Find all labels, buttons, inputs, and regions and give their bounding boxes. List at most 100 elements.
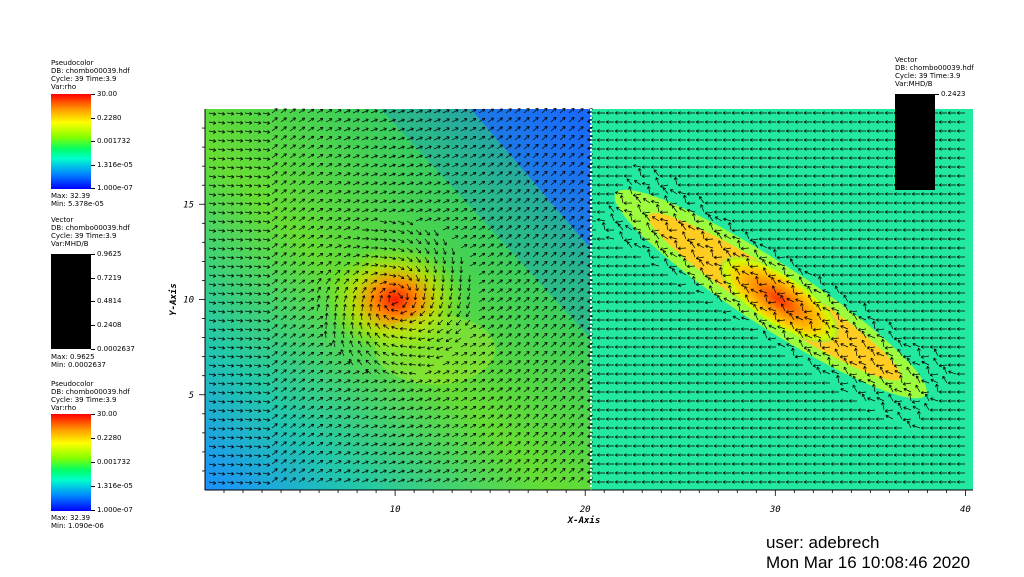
vector-arrow bbox=[884, 237, 893, 241]
vector-arrow bbox=[343, 145, 351, 150]
vector-arrow bbox=[686, 238, 696, 242]
vector-arrow bbox=[745, 231, 750, 240]
vector-arrow bbox=[343, 244, 351, 249]
vector-arrow bbox=[307, 162, 315, 168]
vector-arrow bbox=[938, 120, 947, 124]
vector-arrow bbox=[785, 183, 794, 187]
vector-arrow bbox=[668, 235, 678, 240]
vector-arrow bbox=[469, 136, 477, 141]
vector-arrow bbox=[523, 153, 530, 159]
vector-arrow bbox=[316, 226, 324, 231]
vector-arrow bbox=[523, 234, 530, 240]
vector-arrow bbox=[866, 219, 875, 223]
vector-arrow bbox=[298, 216, 306, 222]
vector-arrow bbox=[695, 129, 704, 133]
vector-arrow bbox=[307, 252, 315, 258]
vector-arrow bbox=[812, 156, 821, 160]
vector-arrow bbox=[334, 136, 342, 141]
vector-arrow bbox=[596, 111, 605, 115]
vector-arrow bbox=[433, 190, 441, 195]
vector-arrow bbox=[704, 147, 713, 151]
vector-arrow bbox=[956, 246, 965, 250]
vector-arrow bbox=[596, 183, 605, 187]
vector-arrow bbox=[307, 261, 315, 267]
vector-arrow bbox=[754, 249, 759, 258]
vector-arrow bbox=[690, 241, 696, 249]
vector-arrow bbox=[478, 243, 486, 249]
vector-arrow bbox=[596, 120, 605, 124]
vector-arrow bbox=[235, 246, 244, 251]
vector-arrow bbox=[298, 117, 306, 123]
vector-arrow bbox=[839, 120, 848, 124]
colorbar-tick: 0.001732 bbox=[91, 458, 130, 466]
vector-arrow bbox=[460, 154, 468, 159]
vector-arrow bbox=[208, 202, 217, 206]
vector-arrow bbox=[732, 252, 741, 258]
vector-arrow bbox=[812, 183, 821, 187]
vector-arrow bbox=[659, 129, 668, 133]
vector-arrow bbox=[370, 163, 378, 168]
vector-arrow bbox=[947, 219, 956, 223]
vector-arrow bbox=[857, 246, 866, 250]
vector-arrow bbox=[478, 117, 486, 123]
vector-arrow bbox=[370, 127, 378, 132]
vector-arrow bbox=[866, 183, 875, 187]
vector-arrow bbox=[623, 264, 632, 268]
vector-arrow bbox=[920, 228, 929, 232]
vector-arrow bbox=[614, 129, 623, 133]
vector-arrow bbox=[433, 247, 438, 255]
vector-arrow bbox=[343, 208, 351, 213]
vector-arrow bbox=[911, 228, 920, 232]
vector-arrow bbox=[415, 199, 423, 204]
vector-arrow bbox=[397, 154, 405, 159]
vector-arrow bbox=[496, 171, 503, 177]
vector-arrow bbox=[325, 190, 333, 195]
vector-arrow bbox=[875, 174, 884, 178]
vector-arrow bbox=[848, 165, 857, 169]
vector-arrow bbox=[601, 221, 606, 231]
vector-arrow bbox=[217, 265, 226, 269]
vector-arrow bbox=[866, 174, 875, 178]
vector-arrow bbox=[459, 265, 464, 274]
vector-arrow bbox=[758, 174, 767, 178]
vector-arrow bbox=[698, 196, 705, 204]
vector-arrow bbox=[271, 216, 278, 222]
vector-arrow bbox=[911, 237, 920, 241]
vector-arrow bbox=[532, 234, 539, 240]
vector-arrow bbox=[633, 243, 642, 249]
vector-arrow bbox=[713, 192, 722, 196]
vector-arrow bbox=[550, 107, 557, 114]
vector-arrow bbox=[532, 171, 539, 177]
vector-arrow bbox=[794, 174, 803, 178]
vector-arrow bbox=[343, 127, 351, 132]
vector-arrow bbox=[253, 121, 262, 125]
vector-arrow bbox=[415, 238, 422, 245]
vector-arrow bbox=[614, 183, 623, 187]
vector-arrow bbox=[370, 208, 378, 213]
vector-arrow bbox=[839, 246, 848, 250]
vector-arrow bbox=[731, 174, 740, 178]
vector-arrow bbox=[596, 210, 605, 214]
vector-arrow bbox=[208, 220, 217, 224]
vector-arrow bbox=[848, 192, 857, 196]
vector-arrow bbox=[610, 213, 615, 222]
vector-arrow bbox=[568, 144, 575, 150]
vector-arrow bbox=[487, 180, 495, 186]
vector-arrow bbox=[271, 252, 278, 258]
vector-arrow bbox=[415, 163, 423, 168]
vector-arrow bbox=[623, 138, 632, 142]
vector-arrow bbox=[226, 264, 235, 269]
vector-arrow bbox=[614, 111, 623, 115]
vector-arrow bbox=[226, 228, 235, 233]
vector-arrow bbox=[316, 172, 324, 177]
vector-arrow bbox=[280, 171, 287, 177]
vector-arrow bbox=[514, 153, 521, 159]
vector-arrow bbox=[740, 111, 749, 115]
vector-arrow bbox=[848, 174, 857, 178]
vector-arrow bbox=[857, 192, 866, 196]
vector-magnitude-bar bbox=[51, 254, 91, 349]
vector-arrow bbox=[614, 147, 623, 151]
vector-arrow bbox=[776, 147, 785, 151]
vector-arrow bbox=[731, 156, 740, 160]
vector-arrow bbox=[956, 147, 965, 151]
